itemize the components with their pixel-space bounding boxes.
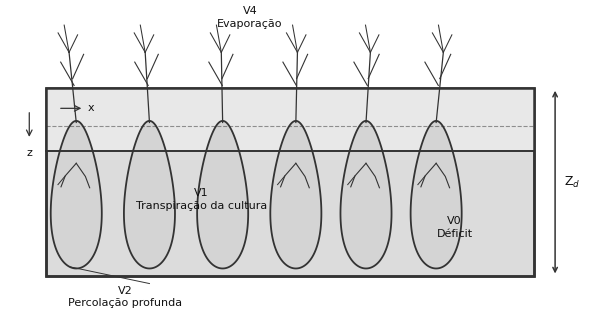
Bar <box>46 88 534 151</box>
Bar <box>46 88 534 276</box>
Bar <box>46 88 534 276</box>
Text: Percolação profunda: Percolação profunda <box>68 298 182 308</box>
Polygon shape <box>270 121 321 268</box>
Polygon shape <box>340 121 392 268</box>
Text: Transpiração da cultura: Transpiração da cultura <box>135 201 267 211</box>
Text: x: x <box>87 103 94 113</box>
Text: Déficit: Déficit <box>436 229 473 239</box>
Text: V0: V0 <box>447 216 462 226</box>
Polygon shape <box>51 121 102 268</box>
Polygon shape <box>124 121 175 268</box>
Text: V2: V2 <box>118 286 132 296</box>
Text: V1: V1 <box>194 188 209 198</box>
Polygon shape <box>411 121 462 268</box>
Text: Z$_d$: Z$_d$ <box>564 175 581 190</box>
Text: V4: V4 <box>243 6 257 16</box>
Text: Evaporação: Evaporação <box>217 19 283 29</box>
Text: z: z <box>26 148 32 158</box>
Polygon shape <box>197 121 248 268</box>
